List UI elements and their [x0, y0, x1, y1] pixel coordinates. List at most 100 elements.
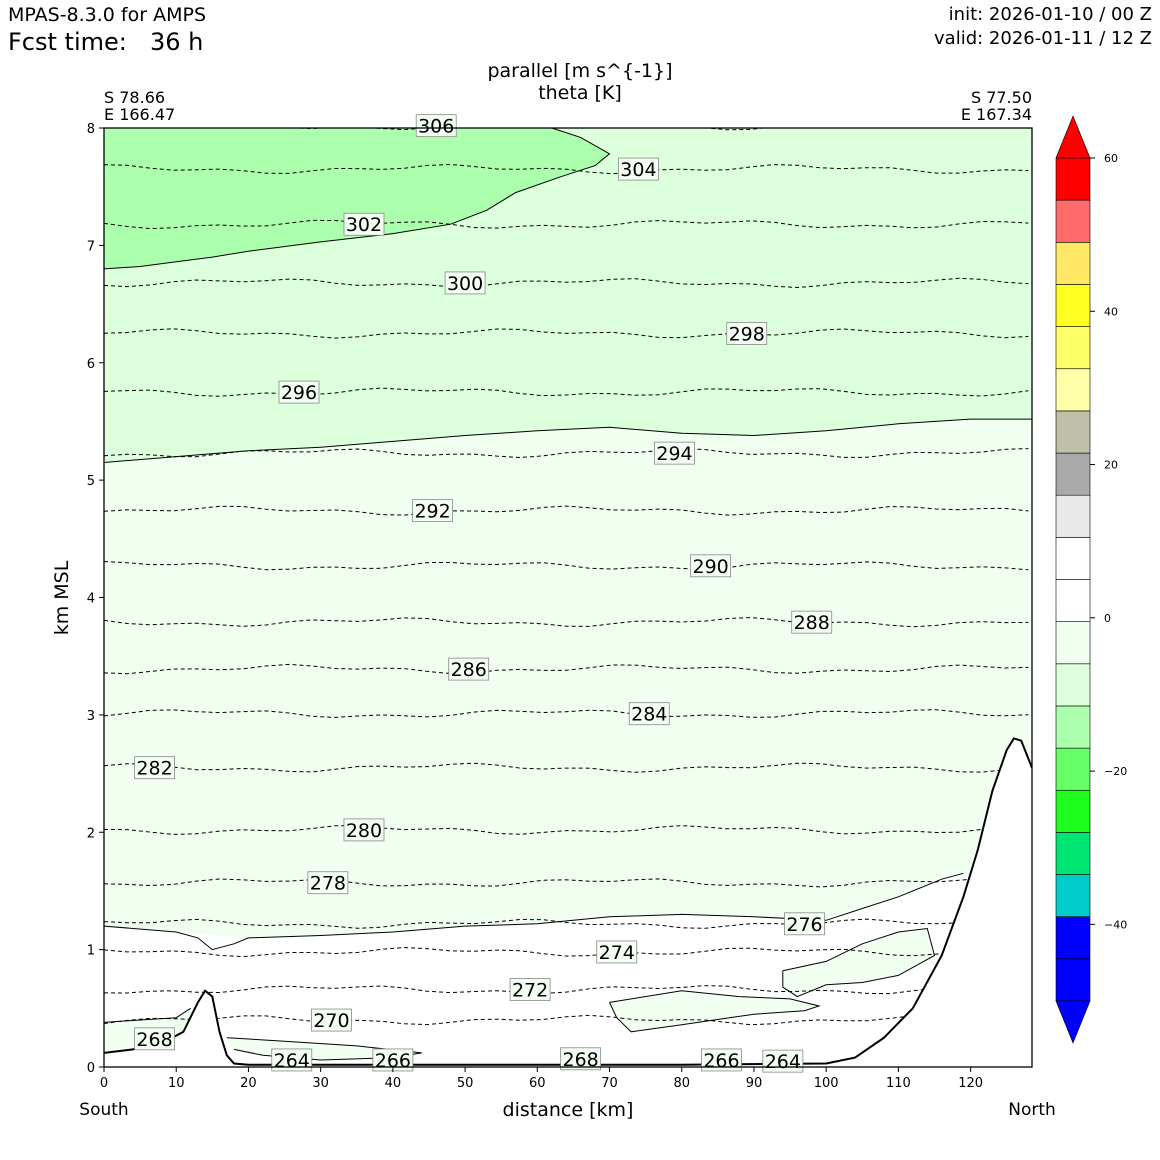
y-axis-label: km MSL: [51, 560, 73, 636]
chart-title-line1: parallel [m s^{-1}]: [487, 60, 673, 82]
right-direction-label: North: [1008, 1100, 1056, 1120]
svg-text:302: 302: [346, 214, 382, 236]
colorbar-segment: [1055, 579, 1091, 622]
theta-label-286: 286: [448, 657, 490, 681]
theta-contour-294: [104, 448, 1029, 459]
colorbar-segment: [1055, 368, 1091, 412]
colorbar-segment: [1055, 705, 1091, 749]
svg-text:286: 286: [451, 659, 487, 681]
y-tick-label: 2: [87, 826, 95, 841]
theta-label-306: 306: [415, 114, 457, 138]
y-tick-label: 1: [87, 944, 95, 959]
theta-contour-280: [104, 825, 1029, 835]
theta-label-302: 302: [343, 212, 385, 236]
svg-text:304: 304: [620, 159, 656, 181]
svg-text:266: 266: [703, 1050, 739, 1072]
x-tick-label: 30: [312, 1076, 329, 1091]
x-axis-label: distance [km]: [502, 1099, 634, 1121]
svg-text:276: 276: [786, 914, 822, 936]
svg-text:288: 288: [794, 612, 830, 634]
valid-time: valid: 2026-01-11 / 12 Z: [934, 28, 1152, 49]
x-tick-label: 10: [168, 1076, 185, 1091]
x-tick-label: 80: [673, 1076, 690, 1091]
colorbar-segment: [1055, 621, 1091, 665]
theta-label-304: 304: [618, 157, 659, 181]
colorbar-segment: [1055, 494, 1091, 538]
theta-label-266: 266: [701, 1048, 742, 1072]
svg-text:268: 268: [563, 1049, 599, 1071]
theta-contour-296: [104, 387, 1029, 397]
theta-label-288: 288: [791, 610, 833, 634]
colorbar-segment: [1055, 874, 1091, 917]
theta-label-292: 292: [412, 499, 453, 523]
theta-label-296: 296: [278, 380, 320, 404]
x-tick-label: 40: [385, 1076, 402, 1091]
wind-region-2: [104, 419, 1032, 938]
theta-label-270: 270: [311, 1008, 352, 1032]
x-tick-label: 60: [529, 1076, 546, 1091]
theta-contour-302: [104, 219, 1029, 230]
colorbar-segment: [1055, 199, 1091, 243]
wind-region-1: [104, 128, 1032, 463]
theta-contour-270: [104, 1014, 1029, 1026]
y-tick-label: 7: [87, 239, 95, 254]
colorbar-extend-low: [1055, 1000, 1091, 1044]
colorbar-segment: [1055, 537, 1091, 580]
svg-text:284: 284: [631, 704, 667, 726]
terrain-fill: [104, 738, 1032, 1067]
colorbar-segment: [1055, 326, 1091, 370]
theta-contour-286: [104, 663, 1029, 675]
wind-region-3: [609, 990, 819, 1032]
svg-text:274: 274: [599, 942, 635, 964]
theta-label-280: 280: [343, 818, 385, 842]
x-tick-label: 120: [958, 1076, 983, 1091]
left-endpoint-lon: E 166.47: [104, 105, 176, 124]
svg-text:272: 272: [512, 980, 548, 1002]
theta-contour-292: [104, 505, 1029, 516]
theta-label-284: 284: [628, 702, 670, 726]
wind-contour-5: [104, 1007, 191, 1023]
theta-contour-274: [104, 946, 1029, 958]
colorbar-segment: [1055, 663, 1091, 707]
colorbar-segment: [1055, 916, 1091, 960]
svg-text:268: 268: [136, 1029, 172, 1051]
wind-contour-3: [782, 927, 936, 998]
wind-region-0: [104, 128, 610, 269]
svg-text:298: 298: [729, 323, 765, 345]
chart-title-line2: theta [K]: [538, 82, 622, 104]
theta-label-272: 272: [509, 978, 551, 1002]
colorbar-segment: [1055, 789, 1091, 833]
x-tick-label: 0: [100, 1076, 108, 1091]
theta-contour-298: [104, 328, 1029, 339]
y-tick-label: 3: [87, 709, 95, 724]
svg-text:294: 294: [656, 443, 692, 465]
theta-contour-290: [104, 561, 1029, 571]
colorbar-segment: [1055, 747, 1091, 791]
left-direction-label: South: [79, 1100, 129, 1120]
svg-text:280: 280: [346, 820, 382, 842]
x-tick-label: 70: [601, 1076, 618, 1091]
wind-contour-4: [609, 990, 821, 1033]
x-tick-label: 20: [240, 1076, 257, 1091]
y-tick-label: 6: [87, 357, 95, 372]
colorbar-tick-label: −20: [1104, 765, 1127, 778]
colorbar-extend-high: [1055, 115, 1091, 159]
left-endpoint-lat: S 78.66: [104, 88, 166, 107]
theta-contour-300: [104, 277, 1029, 289]
colorbar-segment: [1055, 832, 1091, 875]
svg-text:300: 300: [447, 273, 483, 295]
wind-region-4: [782, 928, 935, 997]
colorbar-segment: [1055, 452, 1091, 496]
svg-text:296: 296: [281, 382, 317, 404]
forecast-time-label: Fcst time:: [8, 28, 127, 56]
svg-text:264: 264: [274, 1050, 310, 1072]
right-endpoint-lon: E 167.34: [960, 105, 1032, 124]
colorbar-tick-label: 0: [1104, 612, 1111, 625]
theta-label-274: 274: [596, 940, 638, 964]
x-tick-label: 100: [814, 1076, 839, 1091]
theta-label-264: 264: [762, 1049, 804, 1073]
init-time: init: 2026-01-10 / 00 Z: [948, 4, 1152, 25]
wind-contour-1: [104, 418, 1032, 463]
theta-contour-282: [104, 762, 1029, 773]
